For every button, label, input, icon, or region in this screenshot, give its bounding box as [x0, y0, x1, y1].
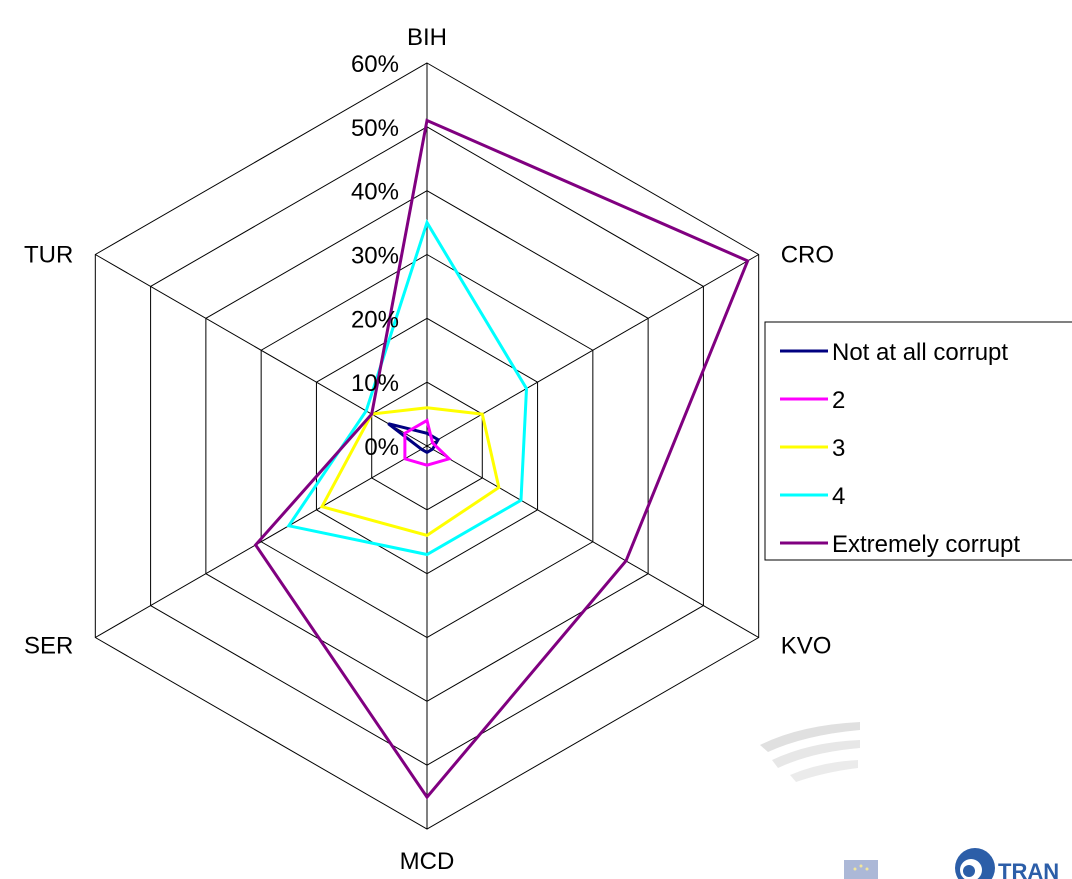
- logos: TRAN: [760, 722, 1059, 879]
- tick-label: 30%: [351, 243, 399, 270]
- tick-label: 40%: [351, 179, 399, 206]
- svg-text:TRAN: TRAN: [998, 859, 1059, 879]
- axis-label-cro: CRO: [781, 242, 834, 269]
- radar-spokes: [95, 63, 759, 829]
- legend-box: [764, 321, 1072, 561]
- legend-label: 3: [832, 435, 845, 462]
- series-line-3: [319, 406, 501, 537]
- radar-series: [253, 118, 750, 800]
- legend-label: Not at all corrupt: [832, 339, 1008, 366]
- eu-logo-icon: [760, 722, 878, 879]
- radar-tick-labels: 0% 10% 20% 30% 40% 50% 60%: [351, 51, 399, 461]
- legend-label: 2: [832, 387, 845, 414]
- tick-label: 20%: [351, 306, 399, 333]
- series-line-2: [403, 418, 453, 467]
- series-line-5: [253, 118, 750, 800]
- series-line-1: [387, 422, 441, 455]
- legend-label: Extremely corrupt: [832, 531, 1020, 558]
- radar-axis-labels: BIH CRO KVO MCD SER TUR: [24, 24, 834, 875]
- transparency-logo-icon: TRAN: [955, 848, 1059, 879]
- axis-label-mcd: MCD: [400, 848, 455, 875]
- tick-label: 10%: [351, 370, 399, 397]
- spoke-ser: [95, 445, 428, 638]
- axis-label-ser: SER: [24, 633, 73, 660]
- axis-label-kvo: KVO: [781, 633, 832, 660]
- series-line-4: [286, 218, 529, 557]
- legend-label: 4: [832, 483, 845, 510]
- tick-label: 60%: [351, 51, 399, 78]
- tick-label: 50%: [351, 115, 399, 142]
- tick-label: 0%: [364, 434, 399, 461]
- axis-label-tur: TUR: [24, 242, 73, 269]
- axis-label-bih: BIH: [407, 24, 447, 51]
- spoke-kvo: [426, 445, 759, 638]
- legend: Not at all corrupt 2 3 4 Extremely corrupt: [764, 321, 1072, 561]
